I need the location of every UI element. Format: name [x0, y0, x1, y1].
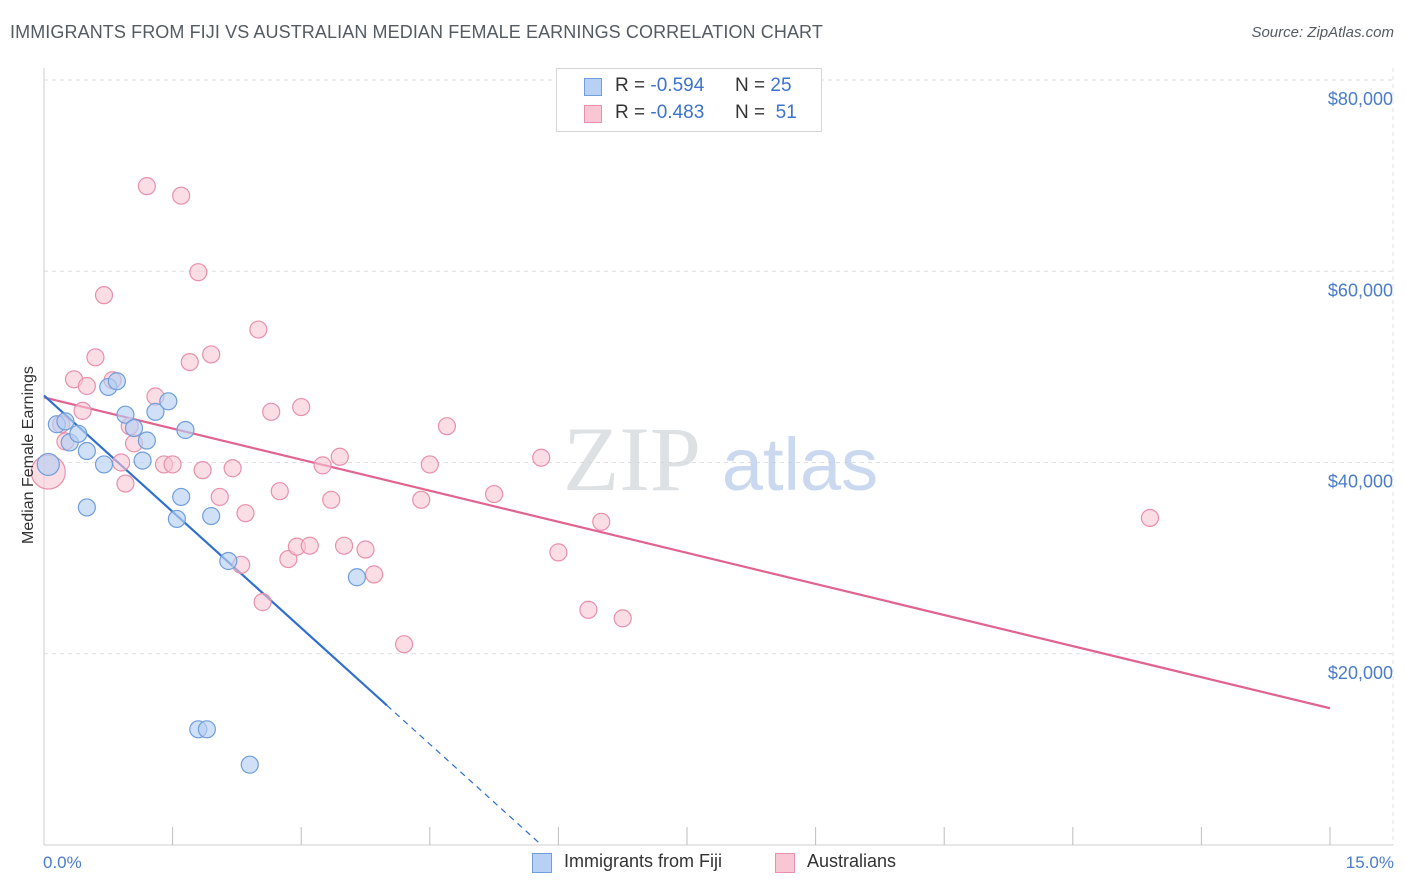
point-fiji [202, 506, 221, 526]
x-tick-label-max: 15.0% [1345, 853, 1394, 872]
point-australians [202, 345, 221, 364]
point-fiji [133, 451, 152, 470]
point-australians [249, 320, 268, 339]
point-australians [163, 455, 182, 474]
point-australians [262, 402, 281, 421]
point-australians [86, 348, 105, 367]
bottom-legend-label-australians: Australians [807, 851, 897, 871]
point-australians [1140, 508, 1160, 528]
point-australians [579, 600, 598, 619]
point-fiji [124, 418, 144, 438]
point-australians [112, 453, 131, 472]
point-fiji [137, 431, 156, 450]
point-australians [485, 484, 504, 504]
source-label: Source: ZipAtlas.com [1251, 24, 1394, 41]
trend-line-fiji-extension [386, 704, 542, 846]
point-australians [270, 482, 289, 501]
point-australians [223, 459, 242, 478]
point-australians [322, 490, 341, 509]
point-australians [77, 376, 96, 396]
point-fiji [77, 441, 96, 461]
y-tick-label: $20,000 [1328, 663, 1393, 683]
point-fiji [240, 755, 259, 774]
point-australians [356, 540, 375, 559]
point-australians [253, 593, 272, 612]
point-fiji [219, 551, 238, 571]
y-tick-label: $80,000 [1328, 89, 1393, 109]
point-australians [236, 504, 255, 523]
data-points [30, 177, 1160, 774]
point-australians [313, 456, 332, 475]
point-fiji [197, 720, 216, 739]
point-fiji [69, 424, 88, 443]
point-australians [532, 448, 551, 467]
legend-r-fiji: R = -0.594 [615, 75, 705, 96]
watermark-zip: ZIP [563, 408, 701, 510]
point-australians [292, 397, 311, 417]
point-australians [613, 609, 632, 628]
axes [43, 68, 1394, 846]
point-fiji [107, 372, 126, 391]
point-australians [412, 490, 431, 509]
point-fiji [159, 392, 178, 411]
point-fiji [167, 509, 186, 529]
point-fiji [176, 420, 195, 440]
point-australians [394, 635, 414, 654]
y-tick-label: $40,000 [1328, 472, 1393, 492]
point-australians [73, 401, 92, 420]
point-fiji [146, 402, 165, 421]
trend-line-fiji [43, 394, 388, 707]
chart-title: IMMIGRANTS FROM FIJI VS AUSTRALIAN MEDIA… [10, 22, 823, 42]
point-australians [137, 177, 156, 196]
point-fiji [172, 487, 191, 507]
point-fiji [56, 412, 75, 431]
point-fiji [77, 498, 96, 517]
trend-lines [43, 394, 1331, 846]
point-australians [193, 461, 212, 480]
point-australians [180, 352, 199, 372]
point-australians [592, 512, 611, 531]
trend-line-australians [43, 396, 1331, 710]
point-australians [300, 536, 319, 555]
watermark-atlas: atlas [722, 423, 878, 506]
x-tick-label-min: 0.0% [43, 853, 82, 872]
bottom-legend-label-fiji: Immigrants from Fiji [564, 851, 723, 871]
legend: R = -0.594 N = 25 R = -0.483 N = 51 [556, 68, 822, 132]
point-australians [330, 447, 349, 466]
legend-n-fiji: N = 25 [735, 75, 792, 96]
legend-n-australians: N = 51 [735, 102, 797, 123]
point-australians [210, 487, 229, 507]
point-australians [334, 536, 354, 555]
point-fiji [36, 452, 60, 477]
point-australians [549, 543, 568, 562]
point-australians [172, 186, 191, 205]
point-australians [420, 455, 439, 474]
bottom-legend-swatch-fiji [532, 853, 552, 873]
point-australians [116, 474, 135, 493]
point-australians [94, 286, 114, 305]
bottom-legend-swatch-australians [775, 853, 795, 873]
point-australians [437, 417, 457, 436]
point-australians [279, 549, 298, 569]
point-fiji [347, 568, 367, 587]
y-tick-labels: $20,000 $40,000 $60,000 $80,000 [1328, 89, 1393, 683]
point-fiji [94, 455, 114, 474]
point-australians [364, 565, 384, 584]
point-fiji [116, 405, 135, 424]
legend-swatch-australians [584, 105, 602, 123]
legend-r-australians: R = -0.483 [615, 102, 705, 123]
y-axis-label: Median Female Earnings [20, 366, 37, 544]
y-tick-label: $60,000 [1328, 280, 1393, 300]
legend-swatch-fiji [584, 78, 602, 96]
point-australians [189, 263, 208, 282]
